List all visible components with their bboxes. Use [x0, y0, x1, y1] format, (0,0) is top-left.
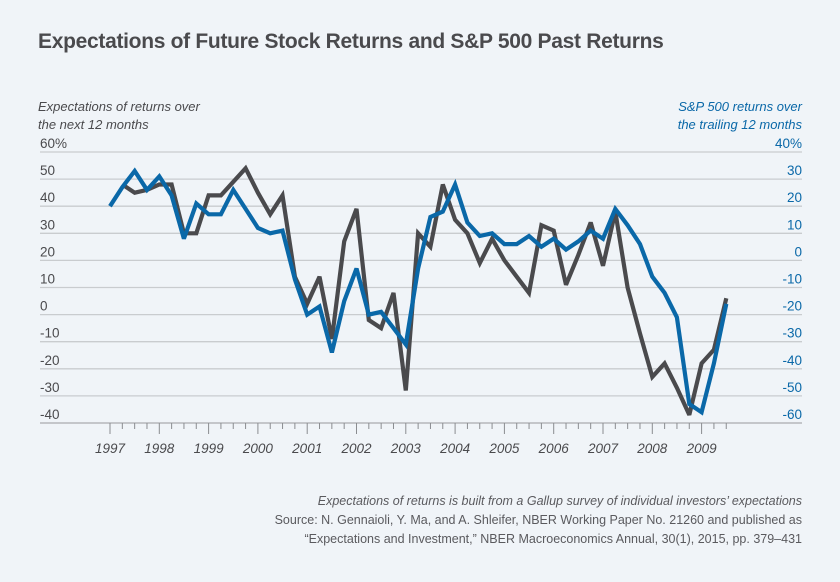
left-tick-label: 50	[40, 163, 55, 178]
x-tick-label: 2003	[390, 441, 422, 456]
sp500-returns-line	[108, 167, 729, 416]
right-tick-label: 0	[794, 244, 802, 259]
left-tick-label: 0	[40, 299, 48, 314]
left-tick-label: 30	[40, 217, 55, 232]
x-tick-label: 2004	[439, 441, 470, 456]
right-axis-title-line1: S&P 500 returns over	[678, 99, 802, 114]
x-axis: 1997 1998 1999 2000 2001 2002 2003 2004 2005 2006…	[95, 423, 727, 456]
x-tick-label: 2006	[538, 441, 570, 456]
left-axis-title-line1: Expectations of returns over	[38, 99, 200, 114]
left-tick-label: -10	[40, 326, 60, 341]
right-tick-label: -60	[782, 407, 802, 422]
left-tick-label: 60%	[40, 136, 67, 151]
caption-note: Expectations of returns is built from a …	[317, 494, 802, 508]
caption-source-line1: Source: N. Gennaioli, Y. Ma, and A. Shle…	[274, 513, 802, 527]
left-axis-title: Expectations of returns over the next 12…	[38, 98, 200, 134]
right-tick-label: -50	[782, 380, 802, 395]
x-tick-label: 2001	[291, 441, 322, 456]
chart-caption: Expectations of returns is built from a …	[275, 492, 802, 549]
right-axis-title-line2: the trailing 12 months	[677, 117, 802, 132]
left-tick-label: 10	[40, 272, 55, 287]
left-axis-title-line2: the next 12 months	[38, 117, 149, 132]
right-tick-label: -20	[782, 299, 802, 314]
left-tick-label: -40	[40, 407, 60, 422]
right-tick-label: 10	[787, 217, 802, 232]
right-tick-label: 20	[787, 190, 802, 205]
expectations-line	[121, 164, 729, 416]
x-tick-label: 2008	[636, 441, 668, 456]
left-tick-label: 20	[40, 244, 55, 259]
right-axis-title: S&P 500 returns over the trailing 12 mon…	[678, 98, 802, 134]
right-tick-label: -30	[782, 326, 802, 341]
x-tick-label: 1998	[144, 441, 175, 456]
x-tick-label: 1997	[95, 441, 126, 456]
caption-source-line2: “Expectations and Investment,” NBER Macr…	[304, 532, 802, 546]
x-tick-label: 2009	[686, 441, 718, 456]
right-tick-label: -40	[782, 353, 802, 368]
x-tick-label: 2000	[242, 441, 274, 456]
x-tick-label: 2002	[340, 441, 372, 456]
x-tick-label: 1999	[194, 441, 225, 456]
chart-title: Expectations of Future Stock Returns and…	[38, 30, 664, 53]
x-tick-label: 2005	[488, 441, 520, 456]
series-lines	[108, 164, 729, 416]
left-tick-label: -30	[40, 380, 60, 395]
right-axis-ticks: 40% 30 20 10 0 -10 -20 -30 -40 -50 -60	[775, 136, 802, 422]
right-tick-label: 40%	[775, 136, 802, 151]
x-tick-label: 2007	[587, 441, 619, 456]
left-tick-label: 40	[40, 190, 55, 205]
left-axis-ticks: 60% 50 40 30 20 10 0 -10 -20 -30 -40	[40, 136, 67, 422]
right-tick-label: -10	[782, 272, 802, 287]
right-tick-label: 30	[787, 163, 802, 178]
left-tick-label: -20	[40, 353, 60, 368]
